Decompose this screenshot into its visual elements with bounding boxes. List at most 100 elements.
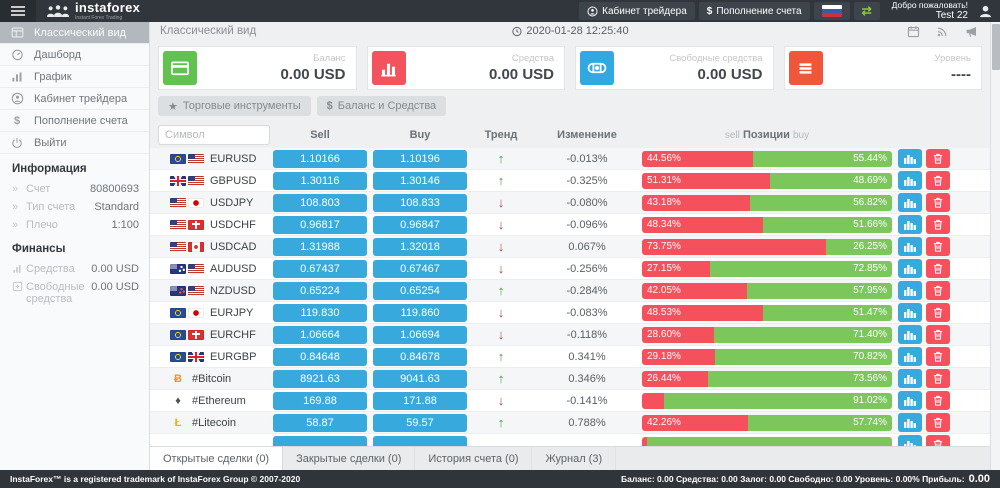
- sell-price-button[interactable]: 0.96817: [273, 215, 367, 234]
- instrument-row: EURJPY 119.830 119.860 ↓ -0.083%: [150, 302, 990, 324]
- buy-price-button[interactable]: 171.88: [373, 391, 467, 410]
- brand-subtitle: Instant Forex Trading: [75, 15, 123, 21]
- sidebar-menu-item[interactable]: График: [0, 66, 149, 88]
- scrollbar-thumb[interactable]: [992, 24, 1000, 70]
- buy-price-button[interactable]: 0.65254: [373, 281, 467, 300]
- open-chart-button[interactable]: [898, 259, 922, 278]
- instrument-row: EURGBP 0.84648 0.84678 ↑ 0.341%: [150, 346, 990, 368]
- balance-funds-button[interactable]: $ Баланс и Средства: [316, 96, 447, 116]
- sidebar-menu-item[interactable]: Классический вид: [0, 22, 149, 44]
- sidebar-menu-item[interactable]: Выйти: [0, 132, 149, 154]
- bottom-tab[interactable]: Открытые сделки (0): [150, 447, 284, 470]
- buy-price-button[interactable]: 0.96847: [373, 215, 467, 234]
- chevron-right-icon: »: [12, 183, 19, 195]
- dashboard-icon: [0, 48, 34, 61]
- open-chart-button[interactable]: [898, 281, 922, 300]
- brand-logo[interactable]: instaforex Instant Forex Trading: [36, 0, 150, 22]
- menu-toggle-button[interactable]: [0, 0, 36, 22]
- buy-price-button[interactable]: [373, 435, 467, 446]
- positions-bar-buy: 56.82%: [749, 194, 892, 211]
- sell-price-button[interactable]: 1.30116: [273, 171, 367, 190]
- sidebar-menu-item[interactable]: Кабинет трейдера: [0, 88, 149, 110]
- open-chart-button[interactable]: [898, 391, 922, 410]
- remove-instrument-button[interactable]: [926, 325, 950, 344]
- sell-price-button[interactable]: 119.830: [273, 303, 367, 322]
- open-chart-button[interactable]: [898, 237, 922, 256]
- bar-chart-icon: [371, 51, 406, 85]
- remove-instrument-button[interactable]: [926, 193, 950, 212]
- buy-price-button[interactable]: 0.84678: [373, 347, 467, 366]
- symbol-filter-input[interactable]: [158, 125, 270, 145]
- remove-instrument-button[interactable]: [926, 391, 950, 410]
- crypto-icon: Ł: [174, 416, 182, 429]
- open-chart-button[interactable]: [898, 149, 922, 168]
- currency-rates-button[interactable]: ⇄: [853, 2, 880, 20]
- trading-instruments-button[interactable]: ★ Торговые инструменты: [158, 96, 311, 116]
- sell-price-button[interactable]: 8921.63: [273, 369, 367, 388]
- remove-instrument-button[interactable]: [926, 281, 950, 300]
- rss-icon[interactable]: [936, 25, 949, 38]
- sell-price-button[interactable]: 0.65224: [273, 281, 367, 300]
- sidebar-menu-item[interactable]: Дашборд: [0, 44, 149, 66]
- open-chart-button[interactable]: [898, 171, 922, 190]
- sidebar-menu-item[interactable]: $ Пополнение счета: [0, 110, 149, 132]
- bottom-tab[interactable]: Закрытые сделки (0): [283, 447, 416, 470]
- binoculars-icon: [580, 51, 614, 85]
- buy-price-button[interactable]: 108.833: [373, 193, 467, 212]
- change-value: -0.096%: [566, 218, 608, 231]
- buy-price-button[interactable]: 9041.63: [373, 369, 467, 388]
- buy-price-button[interactable]: 1.30146: [373, 171, 467, 190]
- calendar-icon[interactable]: [907, 25, 920, 38]
- vertical-scrollbar[interactable]: [990, 22, 1000, 470]
- remove-instrument-button[interactable]: [926, 369, 950, 388]
- trader-cabinet-button[interactable]: Кабинет трейдера: [579, 2, 695, 20]
- open-chart-button[interactable]: [898, 369, 922, 388]
- buy-price-button[interactable]: 1.06694: [373, 325, 467, 344]
- open-chart-button[interactable]: [898, 413, 922, 432]
- open-chart-button[interactable]: [898, 347, 922, 366]
- buy-price-button[interactable]: 0.67467: [373, 259, 467, 278]
- bottom-tab[interactable]: История счета (0): [415, 447, 533, 470]
- bottom-tab[interactable]: Журнал (3): [532, 447, 617, 470]
- sell-price-button[interactable]: 1.06664: [273, 325, 367, 344]
- remove-instrument-button[interactable]: [926, 149, 950, 168]
- buy-price-button[interactable]: 1.10196: [373, 149, 467, 168]
- sell-price-button[interactable]: 58.87: [273, 413, 367, 432]
- instrument-icons: [170, 329, 204, 340]
- megaphone-icon[interactable]: [965, 25, 978, 38]
- deposit-button[interactable]: $ Пополнение счета: [698, 2, 810, 20]
- table-header: Sell Buy Тренд Изменение sell Позиции bu…: [150, 122, 990, 148]
- classic-view-icon: [0, 26, 34, 39]
- open-chart-button[interactable]: [898, 303, 922, 322]
- sell-price-button[interactable]: 0.67437: [273, 259, 367, 278]
- sell-price-button[interactable]: 1.10166: [273, 149, 367, 168]
- user-circle-icon: [587, 5, 598, 17]
- positions-bar-buy: 51.66%: [762, 216, 892, 233]
- sell-price-button[interactable]: 0.84648: [273, 347, 367, 366]
- buy-price-button[interactable]: 59.57: [373, 413, 467, 432]
- open-chart-button[interactable]: [898, 215, 922, 234]
- sell-price-button[interactable]: [273, 435, 367, 446]
- buy-price-button[interactable]: 1.32018: [373, 237, 467, 256]
- remove-instrument-button[interactable]: [926, 171, 950, 190]
- open-chart-button[interactable]: [898, 325, 922, 344]
- buy-price-button[interactable]: 119.860: [373, 303, 467, 322]
- remove-instrument-button[interactable]: [926, 259, 950, 278]
- remove-instrument-button[interactable]: [926, 413, 950, 432]
- sell-price-button[interactable]: 1.31988: [273, 237, 367, 256]
- sidebar: Классический вид Дашборд График Кабинет …: [0, 22, 150, 470]
- flag-ch-icon: [188, 219, 204, 230]
- positions-bar-buy: 48.69%: [770, 172, 892, 189]
- user-avatar[interactable]: [976, 2, 994, 20]
- language-flag-button[interactable]: [813, 2, 850, 20]
- open-chart-button[interactable]: [898, 435, 922, 446]
- remove-instrument-button[interactable]: [926, 237, 950, 256]
- remove-instrument-button[interactable]: [926, 303, 950, 322]
- positions-bar-sell: [642, 436, 647, 446]
- open-chart-button[interactable]: [898, 193, 922, 212]
- remove-instrument-button[interactable]: [926, 215, 950, 234]
- sell-price-button[interactable]: 169.88: [273, 391, 367, 410]
- sell-price-button[interactable]: 108.803: [273, 193, 367, 212]
- remove-instrument-button[interactable]: [926, 435, 950, 446]
- remove-instrument-button[interactable]: [926, 347, 950, 366]
